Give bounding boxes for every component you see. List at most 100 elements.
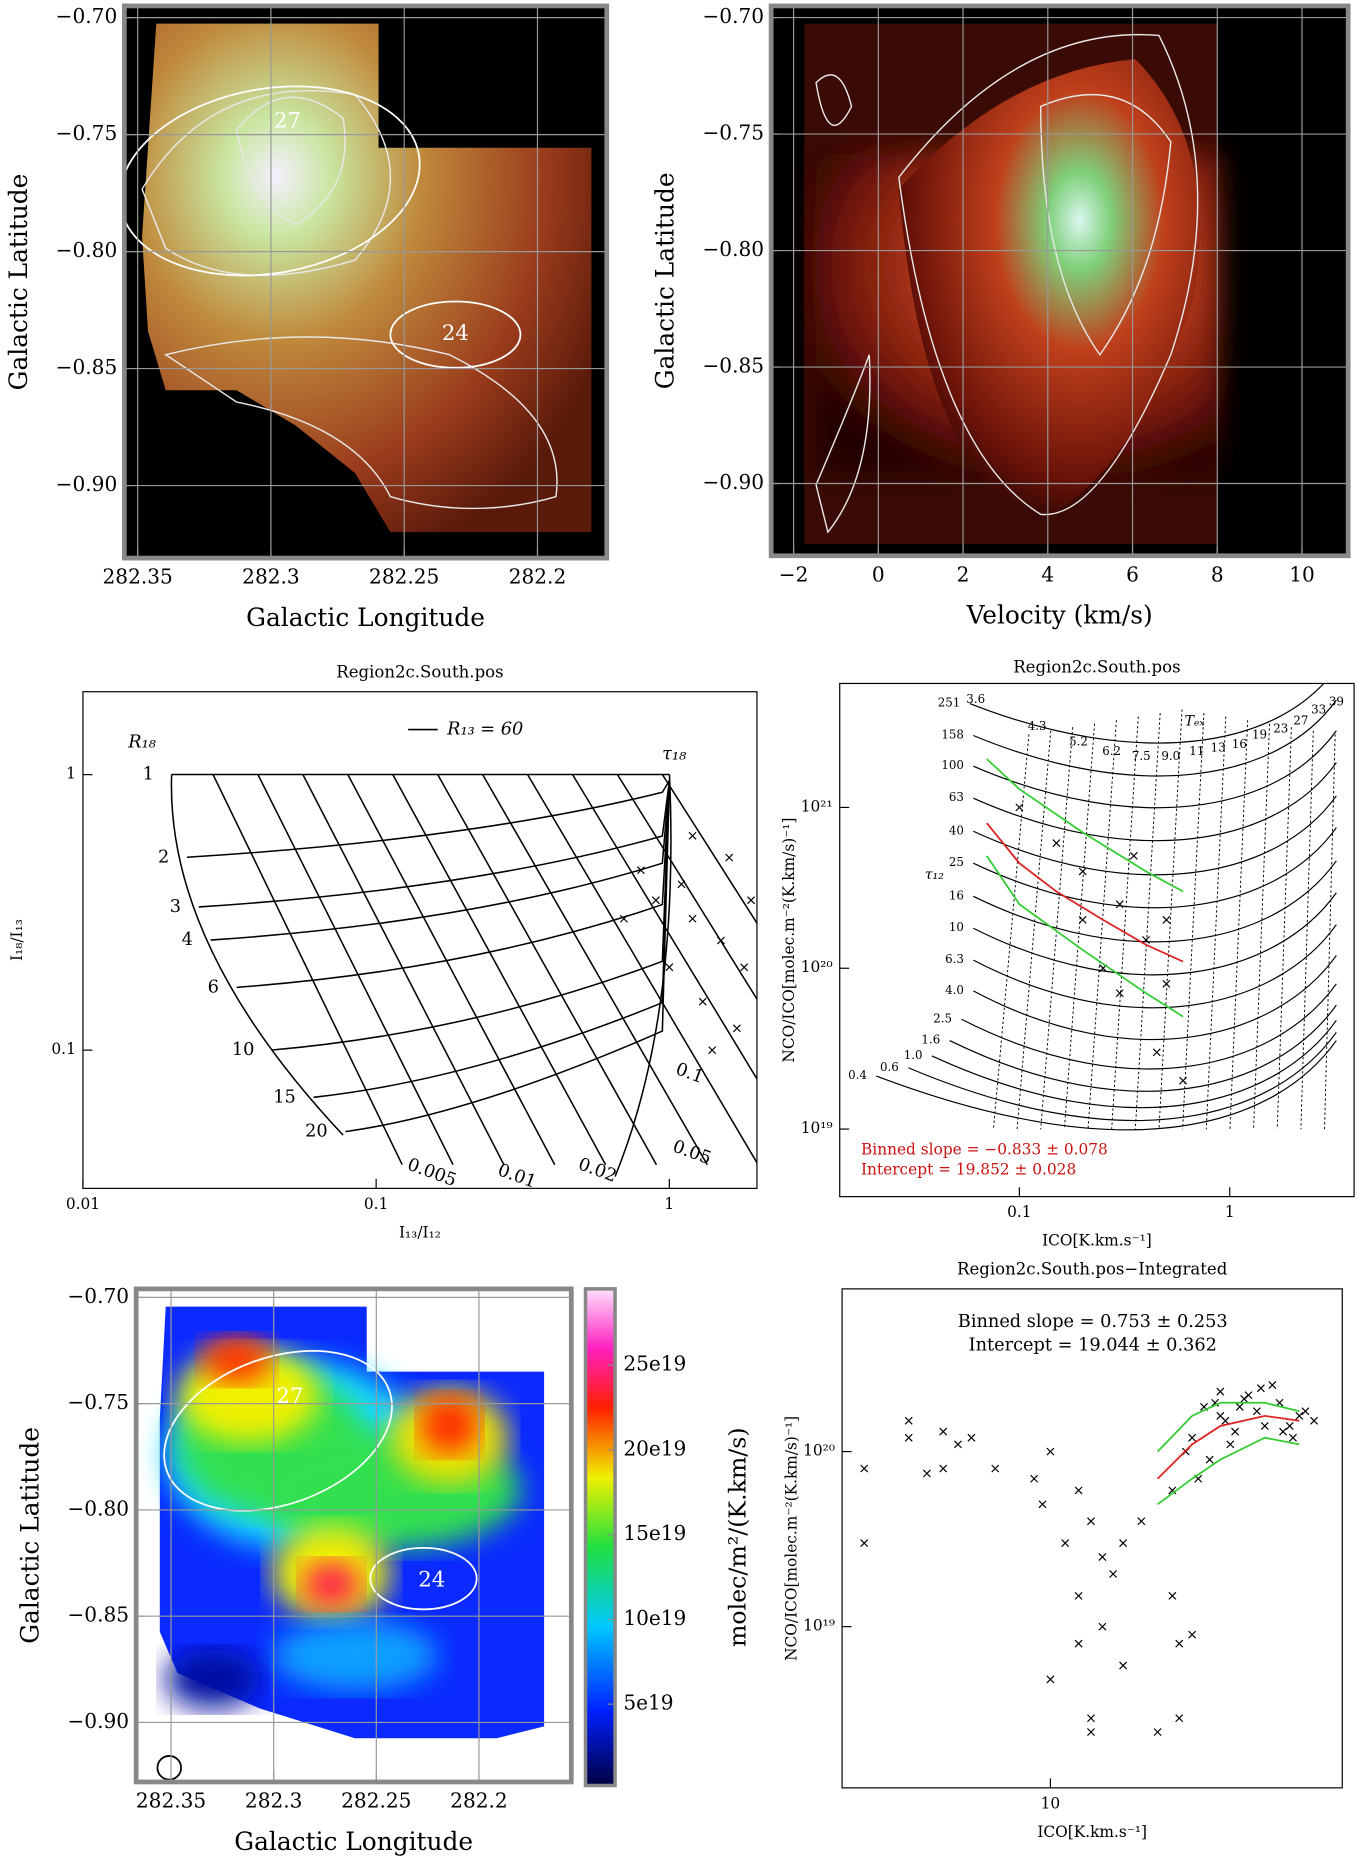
point bbox=[1115, 989, 1124, 998]
y-tick-label: −0.85 bbox=[56, 355, 118, 379]
r-label: 3 bbox=[170, 897, 181, 917]
x-tick-label: 282.2 bbox=[509, 565, 567, 589]
r-label: 10 bbox=[232, 1040, 255, 1060]
x-tick-label: 10 bbox=[1041, 1794, 1061, 1812]
x-tick-label: 2 bbox=[957, 562, 970, 586]
point bbox=[1279, 1427, 1287, 1436]
tau-label: 251 bbox=[938, 696, 961, 710]
model-curve bbox=[992, 734, 1030, 1130]
point bbox=[1030, 1474, 1039, 1483]
map-emission bbox=[201, 1336, 273, 1384]
point bbox=[1052, 839, 1061, 848]
point bbox=[1179, 1076, 1188, 1085]
tex-label: 19 bbox=[1252, 727, 1267, 741]
point bbox=[1188, 1630, 1197, 1639]
point bbox=[1087, 1714, 1095, 1723]
annotation: Intercept = 19.852 ± 0.028 bbox=[861, 1161, 1076, 1179]
point bbox=[1235, 1402, 1244, 1411]
tex-label: 6.2 bbox=[1102, 744, 1121, 758]
tex-label: 9.0 bbox=[1161, 749, 1180, 763]
tau-label: 158 bbox=[941, 727, 964, 741]
point bbox=[740, 963, 749, 972]
binned-line bbox=[1156, 1401, 1300, 1453]
point bbox=[716, 936, 725, 945]
point bbox=[1162, 979, 1171, 988]
tau-label: 63 bbox=[949, 790, 964, 804]
colorbar-tick-label: 15e19 bbox=[623, 1521, 686, 1545]
point bbox=[1175, 1714, 1184, 1723]
model-curve bbox=[614, 774, 672, 1177]
model-curve bbox=[1158, 709, 1183, 1130]
tau-axis-label: τ₁₂ bbox=[925, 867, 945, 883]
contour bbox=[898, 33, 1199, 516]
y-tick-label: 1 bbox=[66, 765, 76, 783]
plot-frame bbox=[121, 3, 610, 561]
model-curve bbox=[186, 780, 671, 859]
y-tick-label: 10²⁰ bbox=[803, 1442, 835, 1460]
map-emission bbox=[142, 23, 592, 533]
tex-label: 11 bbox=[1189, 744, 1204, 758]
model-curve bbox=[949, 1004, 1337, 1092]
tex-label: 27 bbox=[1293, 713, 1308, 727]
x-tick-label: 282.3 bbox=[242, 565, 300, 589]
tau-label: 0.6 bbox=[880, 1060, 899, 1074]
chart-title: Region2c.South.pos bbox=[1013, 658, 1180, 677]
model-curve bbox=[1324, 734, 1336, 1130]
x-tick-label: −2 bbox=[779, 562, 809, 586]
point bbox=[1119, 1539, 1128, 1548]
tau-label: 16 bbox=[949, 888, 964, 902]
model-curve bbox=[973, 730, 1337, 809]
model-curve bbox=[973, 699, 1337, 777]
point bbox=[1162, 915, 1171, 924]
tau-label: 100 bbox=[941, 758, 964, 772]
point bbox=[939, 1464, 948, 1473]
model-curve bbox=[210, 780, 671, 941]
tex-label: 23 bbox=[1273, 722, 1288, 736]
x-tick-label: 1 bbox=[664, 1195, 674, 1213]
y-tick-label: 0.1 bbox=[51, 1040, 75, 1058]
tex-axis-label: Tₑₓ bbox=[1184, 713, 1204, 729]
point bbox=[1175, 1639, 1184, 1648]
beam-region bbox=[124, 85, 421, 277]
point bbox=[991, 1464, 1000, 1473]
map-emission bbox=[165, 1649, 261, 1709]
tau-label: 10 bbox=[949, 920, 964, 934]
x-tick-label: 282.3 bbox=[245, 1789, 303, 1813]
tau-label: 1.6 bbox=[921, 1033, 940, 1047]
point bbox=[732, 1024, 741, 1033]
point bbox=[967, 1433, 976, 1442]
model-curve bbox=[526, 774, 757, 1165]
contour bbox=[815, 354, 871, 534]
point bbox=[1046, 1675, 1055, 1684]
beam-region bbox=[369, 1546, 478, 1611]
tau-label: 40 bbox=[949, 823, 964, 837]
point bbox=[1244, 1391, 1253, 1400]
x-tick-label: 1 bbox=[1225, 1203, 1235, 1221]
point bbox=[922, 1469, 931, 1478]
point bbox=[747, 896, 756, 905]
x-tick-label: 282.25 bbox=[341, 1789, 411, 1813]
model-curve bbox=[1016, 730, 1052, 1130]
point bbox=[677, 880, 686, 889]
point bbox=[904, 1416, 913, 1425]
plot-area bbox=[136, 1288, 572, 1782]
point bbox=[651, 896, 660, 905]
x-tick-label: 0.01 bbox=[66, 1195, 100, 1213]
y-tick-label: −0.80 bbox=[56, 238, 118, 262]
chart-title: Region2c.South.pos bbox=[336, 662, 503, 681]
point bbox=[698, 997, 707, 1006]
model-curve bbox=[1229, 720, 1249, 1130]
x-tick-label: 6 bbox=[1126, 562, 1139, 586]
legend-text: R₁₃ = 60 bbox=[446, 720, 523, 740]
contour bbox=[141, 89, 391, 276]
model-curve bbox=[1276, 727, 1292, 1130]
tex-label: 4.3 bbox=[1028, 719, 1047, 733]
point bbox=[1078, 867, 1087, 876]
plot-frame bbox=[82, 691, 758, 1189]
model-curve bbox=[481, 774, 708, 1166]
annotation: Binned slope = 0.753 ± 0.253 bbox=[958, 1312, 1228, 1332]
map-emission bbox=[272, 1619, 438, 1691]
tau-label: 6.3 bbox=[945, 952, 964, 966]
